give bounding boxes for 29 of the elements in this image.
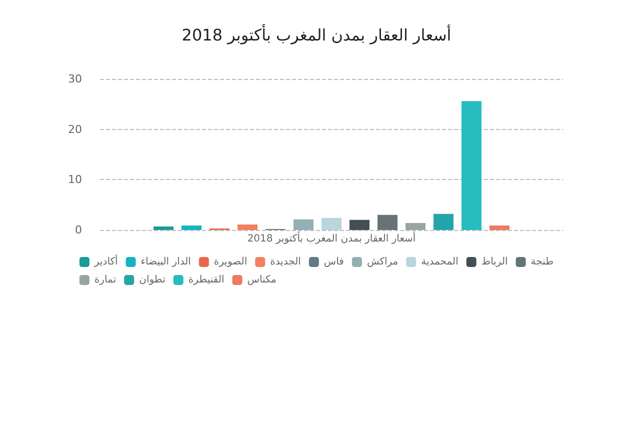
bar [238, 224, 258, 230]
legend-label: الصويرة [214, 256, 248, 268]
legend-label: تطوان [139, 274, 166, 286]
legend-label: الجديدة [270, 256, 301, 268]
chart-title: أسعار العقار بمدن المغرب بأكتوبر 2018 [182, 24, 452, 44]
legend-label: فاس [324, 256, 344, 268]
legend-label: القنيطرة [188, 274, 224, 286]
y-tick-label: 10 [68, 173, 82, 186]
bar [462, 101, 482, 230]
legend-label: الدار البيضاء [140, 256, 191, 268]
bar [490, 225, 510, 230]
legend-label: الرباط [481, 256, 508, 268]
legend-label: مكناس [247, 274, 276, 286]
bar [434, 214, 454, 230]
legend-label: تمارة [94, 274, 116, 286]
bar [182, 225, 202, 230]
bar [154, 226, 174, 230]
legend-label: أكادير [93, 254, 118, 268]
bar [378, 214, 398, 230]
bar [406, 222, 426, 230]
bar [322, 218, 342, 230]
legend-label: مراكش [366, 256, 398, 268]
legend-label: المحمدية [421, 256, 458, 268]
bar [350, 220, 370, 230]
y-tick-label: 20 [68, 122, 82, 136]
y-tick-label: 30 [68, 72, 82, 86]
bar [294, 219, 314, 230]
y-tick-label: 0 [75, 224, 82, 236]
legend-label: طنجة [530, 256, 554, 268]
